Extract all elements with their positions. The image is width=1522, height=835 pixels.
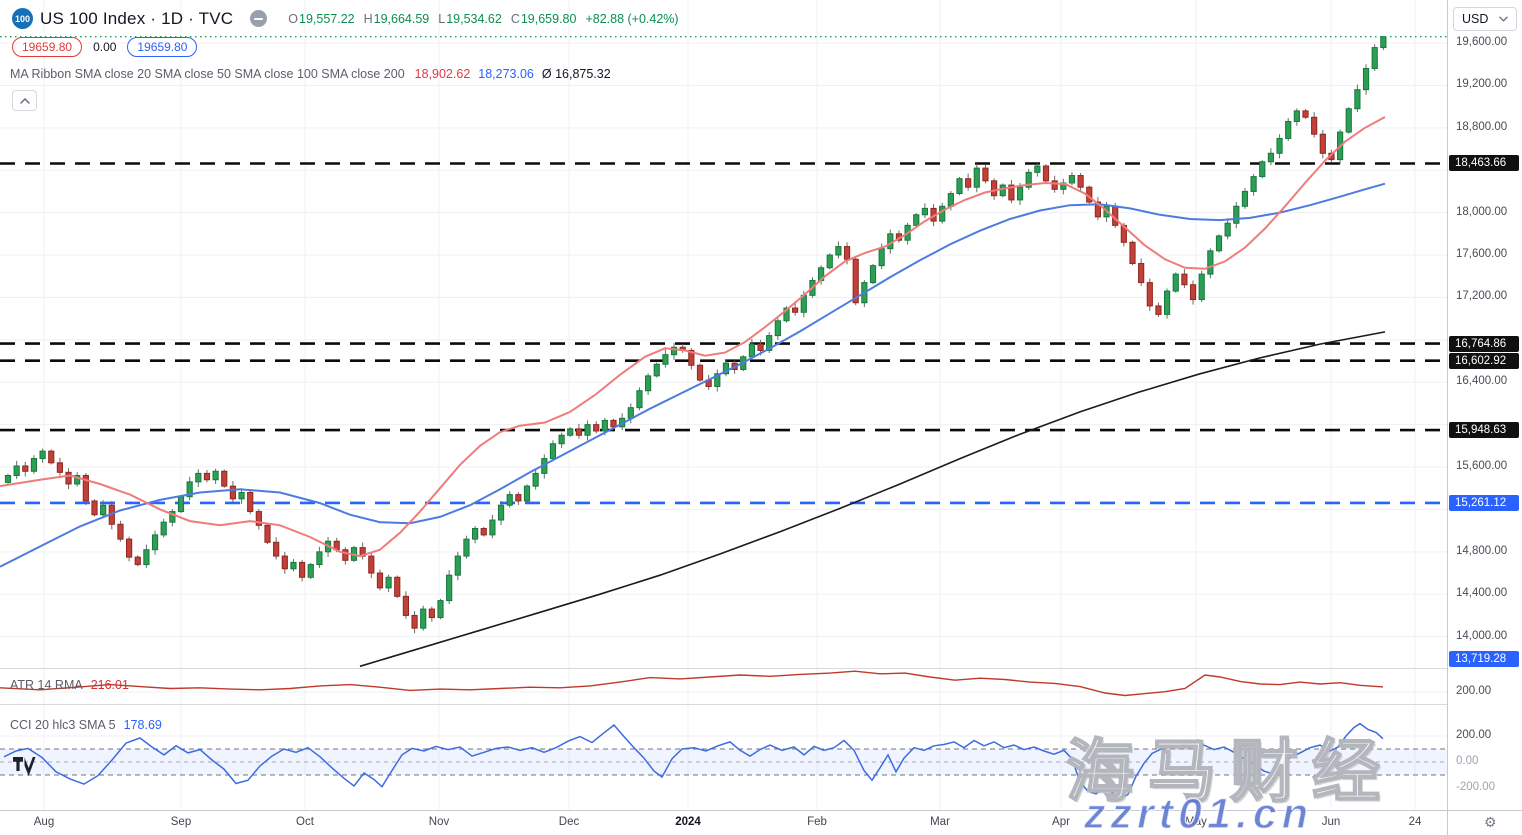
cci-value: 178.69 [123,718,162,732]
currency-label: USD [1462,12,1489,26]
price-tick-14,000.00: 14,000.00 [1456,629,1508,642]
pane-separator-atr-cci[interactable] [0,704,1522,705]
bid-ask-row: 19659.80 0.00 19659.80 [12,37,198,57]
currency-selector[interactable]: USD [1453,7,1517,31]
price-tick-19,600.00: 19,600.00 [1456,36,1508,49]
chevron-up-icon [19,97,30,104]
sma50-line [0,182,1386,568]
time-label-Oct: Oct [296,816,314,828]
sma50-layer [0,182,1386,568]
chart-canvas[interactable] [0,0,1447,810]
price-tick-18,000.00: 18,000.00 [1456,205,1508,218]
time-label-24: 24 [1408,816,1422,828]
cci-label: CCI 20 hlc3 SMA 5 [10,718,116,732]
high-value: 19,664.59 [373,11,430,26]
symbol-header: 100 US 100 Index · 1D · TVC O19,557.22 H… [12,8,679,29]
time-label-Sep: Sep [170,816,192,828]
sma20-layer [0,116,1386,558]
candles-layer [4,36,1387,634]
gear-icon[interactable]: ⚙ [1484,814,1497,830]
price-tick-18,800.00: 18,800.00 [1456,120,1508,133]
symbol-logo-icon: 100 [12,8,33,29]
symbol-title[interactable]: US 100 Index · 1D · TVC [40,8,234,28]
atr-tick-200.00: 200.00 [1456,685,1492,697]
close-value: 19,659.80 [520,11,577,26]
sell-price-button[interactable]: 19659.80 [12,37,83,57]
atr-line [0,670,1384,697]
price-tick-16,400.00: 16,400.00 [1456,375,1508,388]
price-badge-15,261.12: 15,261.12 [1449,494,1519,511]
price-tick-14,800.00: 14,800.00 [1456,544,1508,557]
price-badge-16,764.86: 16,764.86 [1449,335,1519,352]
cci-legend[interactable]: CCI 20 hlc3 SMA 5 178.69 [10,718,162,732]
cci-tick-0.00: 0.00 [1456,755,1479,767]
time-label-May: May [1185,816,1207,828]
price-badge-16,602.92: 16,602.92 [1449,352,1519,369]
ma-average-value: Ø 16,875.32 [541,67,611,81]
chevron-down-icon [1499,16,1508,22]
low-label: L [438,11,446,26]
sma200-line [359,331,1386,668]
spread-value: 0.00 [91,38,119,56]
time-label-Aug: Aug [33,816,55,828]
buy-price-button[interactable]: 19659.80 [127,37,198,57]
price-badge-18,463.66: 18,463.66 [1449,155,1519,172]
sma20-line [0,116,1386,558]
ma-ribbon-legend[interactable]: MA Ribbon SMA close 20 SMA close 50 SMA … [10,67,611,81]
atr-legend[interactable]: ATR 14 RMA 216.01 [10,678,129,692]
ma-sma50-value: 18,273.06 [478,67,534,81]
ma-ribbon-label: MA Ribbon SMA close 20 SMA close 50 SMA … [10,67,405,81]
time-label-Jun: Jun [1321,816,1341,828]
price-tick-14,400.00: 14,400.00 [1456,587,1508,600]
cci-tick--200.00: -200.00 [1456,781,1496,793]
ma-sma20-value: 18,902.62 [414,67,471,81]
cci-layer [0,722,1447,800]
price-axis[interactable]: USD 19,600.00 19,200.00 18,800.00 18,000.00… [1448,0,1522,810]
time-label-Apr: Apr [1052,816,1070,828]
close-label: C [510,11,520,26]
low-value: 19,534.62 [446,11,502,26]
time-label-2024: 2024 [675,816,701,828]
tradingview-logo-icon[interactable] [13,757,36,781]
atr-layer [0,670,1384,697]
market-status-icon[interactable] [250,10,268,27]
price-tick-17,200.00: 17,200.00 [1456,290,1508,303]
price-badge-15,948.63: 15,948.63 [1449,422,1519,439]
time-label-Mar: Mar [930,816,950,828]
open-value: 19,557.22 [299,11,355,26]
pane-separator-main-atr[interactable] [0,668,1522,669]
price-tick-17,600.00: 17,600.00 [1456,248,1508,261]
price-level-lines [0,162,1447,505]
price-badge-13,719.28: 13,719.28 [1449,651,1519,667]
time-label-Nov: Nov [428,816,450,828]
grid-layer [0,0,1447,810]
collapse-pane-button[interactable] [12,90,37,111]
time-label-Feb: Feb [807,816,827,828]
price-tick-19,200.00: 19,200.00 [1456,78,1508,91]
high-label: H [363,11,373,26]
price-axis-separator [1447,0,1448,835]
ohlc-values: O19,557.22 H19,664.59 L19,534.62 C19,659… [288,12,678,26]
sma200-layer [359,331,1386,668]
cci-line [3,722,1384,800]
price-tick-15,600.00: 15,600.00 [1456,460,1508,473]
open-label: O [288,11,298,26]
time-axis[interactable]: Aug Sep Oct Nov Dec 2024 Feb Mar Apr May Jun 24 [0,810,1522,835]
atr-value: 216.01 [90,678,129,692]
change-value: +82.88 (+0.42%) [585,11,679,26]
atr-label: ATR 14 RMA [10,678,83,692]
cci-tick-200.00: 200.00 [1456,729,1492,741]
time-label-Dec: Dec [558,816,580,828]
